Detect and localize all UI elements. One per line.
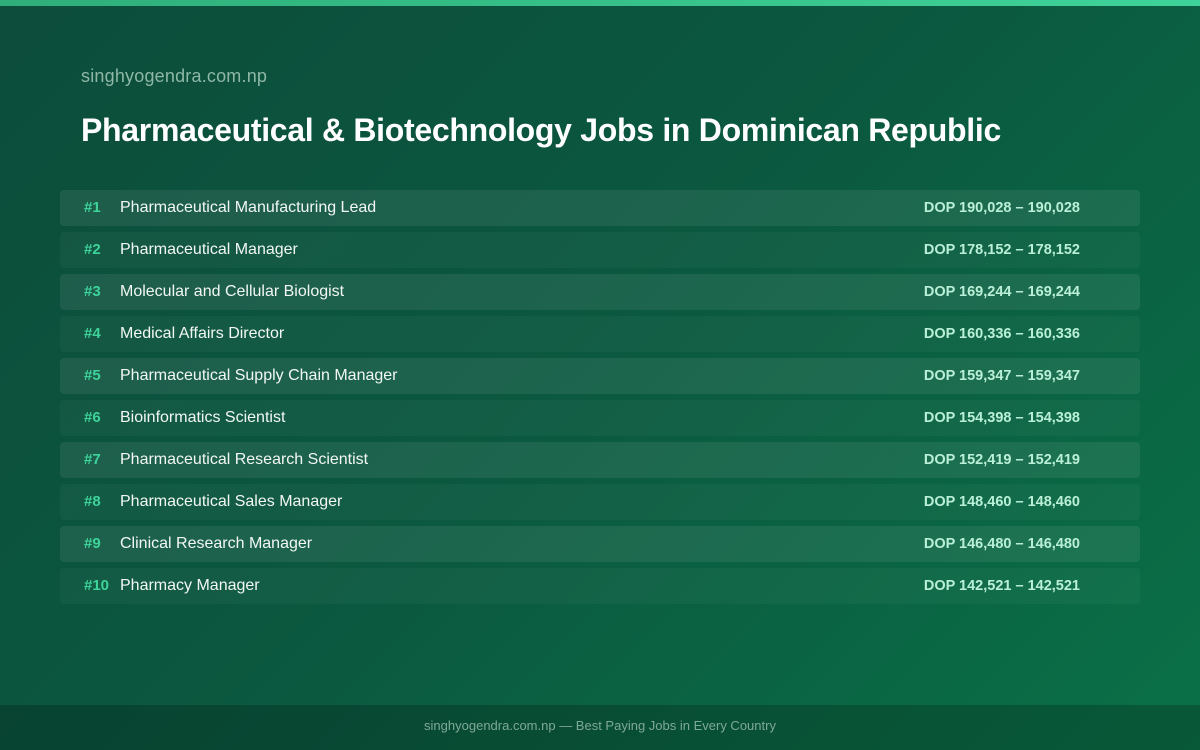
job-title: Molecular and Cellular Biologist (120, 283, 345, 300)
job-title: Pharmaceutical Manager (120, 241, 298, 258)
job-row: #5 Pharmaceutical Supply Chain Manager D… (60, 358, 1140, 394)
job-rank: #7 (84, 451, 101, 468)
job-rank: #6 (84, 409, 101, 426)
job-salary: DOP 142,521 – 142,521 (923, 578, 1080, 594)
job-rank: #4 (84, 325, 101, 342)
job-title: Medical Affairs Director (120, 325, 285, 342)
page-title: Pharmaceutical & Biotechnology Jobs in D… (81, 112, 1001, 148)
job-rank: #8 (84, 493, 101, 510)
job-row: #9 Clinical Research Manager DOP 146,480… (60, 526, 1140, 562)
job-title: Pharmaceutical Research Scientist (120, 451, 369, 468)
job-salary: DOP 152,419 – 152,419 (923, 452, 1080, 468)
job-salary: DOP 146,480 – 146,480 (923, 536, 1080, 552)
job-rank: #1 (84, 199, 101, 216)
job-rank: #10 (84, 577, 110, 594)
job-rank: #5 (84, 367, 101, 384)
job-row: #4 Medical Affairs Director DOP 160,336 … (60, 316, 1140, 352)
job-row: #1 Pharmaceutical Manufacturing Lead DOP… (60, 190, 1140, 226)
top-accent-bar (0, 0, 1200, 6)
site-label: singhyogendra.com.np (81, 66, 268, 86)
job-rank: #2 (84, 241, 101, 258)
job-row: #8 Pharmaceutical Sales Manager DOP 148,… (60, 484, 1140, 520)
job-salary: DOP 160,336 – 160,336 (923, 326, 1080, 342)
job-salary: DOP 169,244 – 169,244 (923, 284, 1080, 300)
job-row: #10 Pharmacy Manager DOP 142,521 – 142,5… (60, 568, 1140, 604)
job-salary: DOP 154,398 – 154,398 (923, 410, 1080, 426)
job-title: Pharmaceutical Sales Manager (120, 493, 343, 510)
job-title: Pharmaceutical Supply Chain Manager (120, 367, 398, 384)
job-rank: #3 (84, 283, 101, 300)
job-list: #1 Pharmaceutical Manufacturing Lead DOP… (60, 190, 1140, 610)
job-title: Pharmaceutical Manufacturing Lead (120, 199, 377, 216)
job-row: #2 Pharmaceutical Manager DOP 178,152 – … (60, 232, 1140, 268)
job-rank: #9 (84, 535, 101, 552)
job-title: Clinical Research Manager (120, 535, 313, 552)
job-salary: DOP 148,460 – 148,460 (923, 494, 1080, 510)
job-salary: DOP 178,152 – 178,152 (923, 242, 1080, 258)
footer-text: singhyogendra.com.np — Best Paying Jobs … (424, 718, 776, 733)
job-title: Bioinformatics Scientist (120, 409, 286, 426)
job-row: #6 Bioinformatics Scientist DOP 154,398 … (60, 400, 1140, 436)
job-row: #7 Pharmaceutical Research Scientist DOP… (60, 442, 1140, 478)
job-row: #3 Molecular and Cellular Biologist DOP … (60, 274, 1140, 310)
job-title: Pharmacy Manager (120, 577, 260, 594)
footer: singhyogendra.com.np — Best Paying Jobs … (0, 705, 1200, 750)
job-salary: DOP 159,347 – 159,347 (923, 368, 1080, 384)
job-salary: DOP 190,028 – 190,028 (923, 200, 1080, 216)
